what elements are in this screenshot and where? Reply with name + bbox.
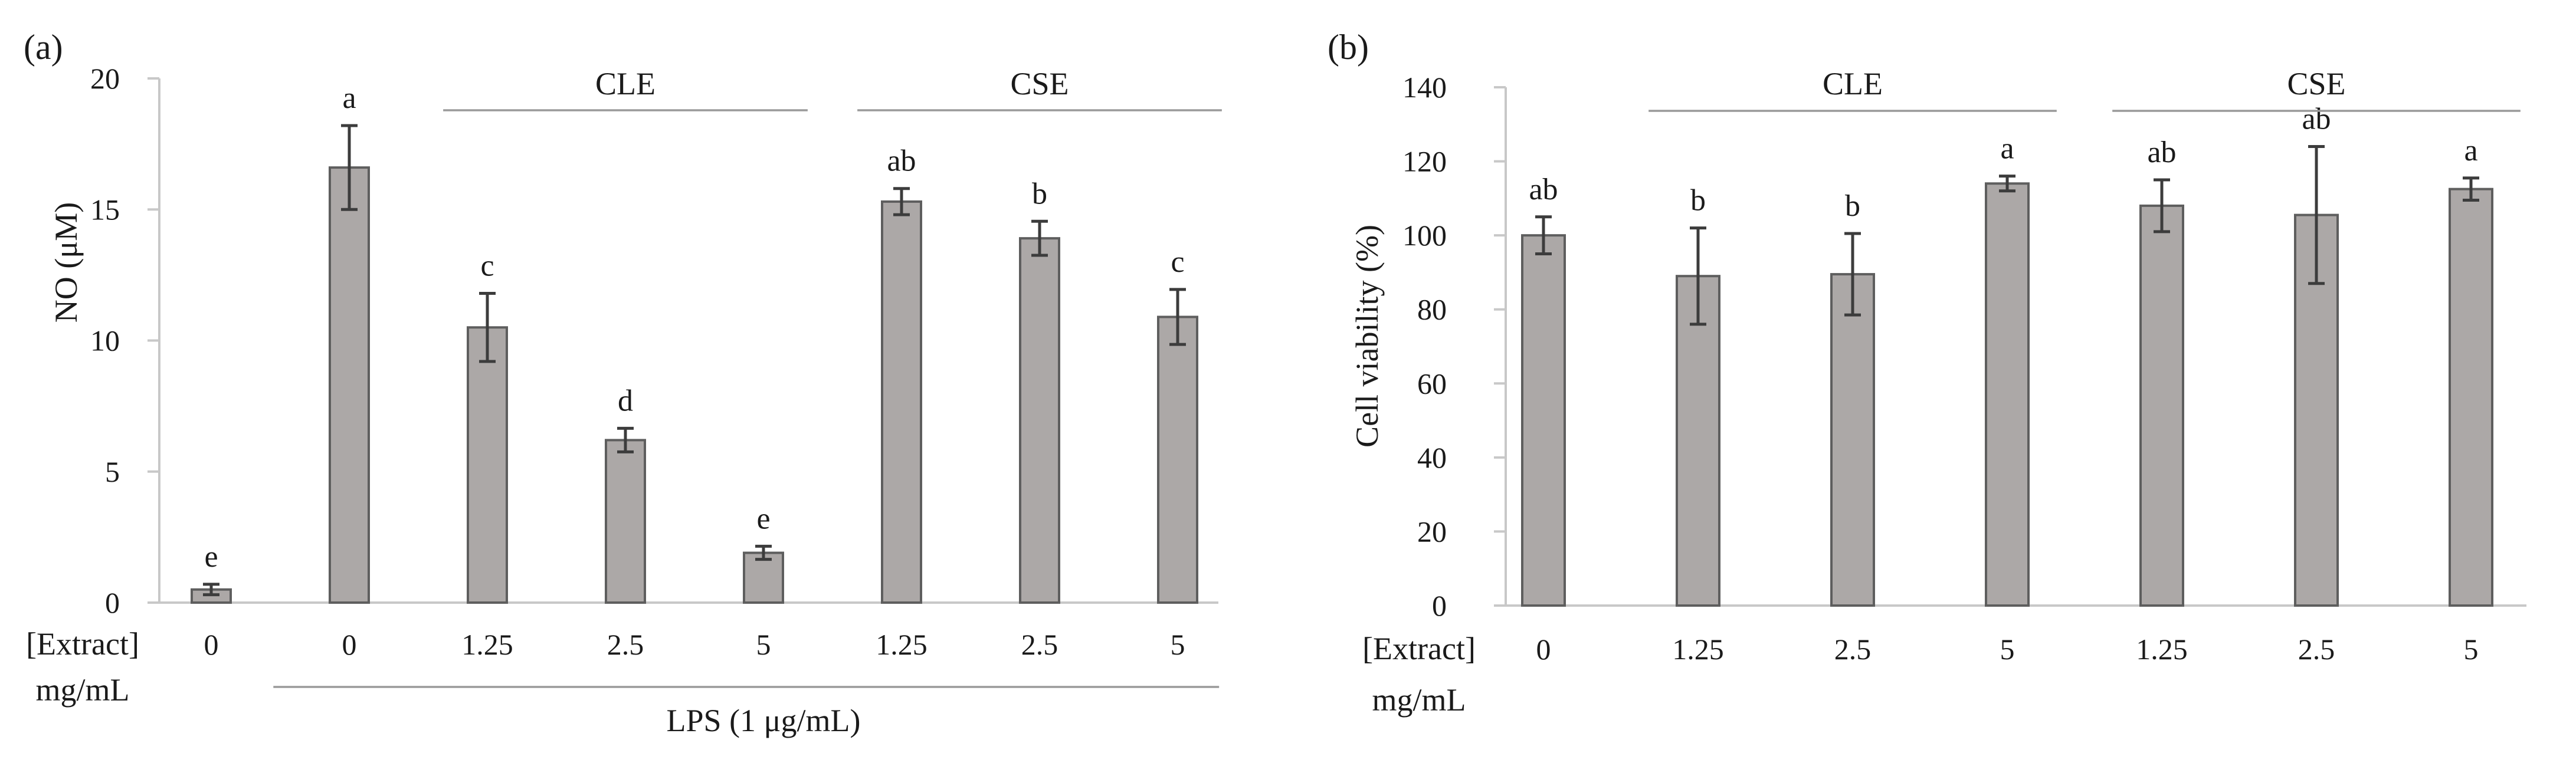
panel-a-bar	[467, 326, 508, 604]
panel-b-y-tick-label: 0	[1432, 589, 1447, 622]
panel-b-label: (b)	[1328, 28, 1369, 67]
panel-b-group-label-cle: CLE	[1823, 66, 1883, 101]
panel-a-group-label-cle: CLE	[595, 66, 656, 101]
panel-b-y-tick-label: 20	[1417, 515, 1447, 548]
panel-a-x-prefix-line1: [Extract]	[26, 626, 139, 662]
panel-b-x-tick-label: 1.25	[2136, 633, 2188, 666]
panel-a-x-tick-label: 2.5	[607, 628, 644, 661]
panel-a-label: (a)	[24, 28, 63, 67]
panel-a-bar	[743, 551, 784, 604]
panel-b-y-axis-label: Cell viability (%)	[1349, 225, 1385, 448]
panel-b-x-tick-label: 5	[2464, 633, 2479, 666]
panel-a-significance-letter: e	[756, 502, 770, 535]
panel-b-significance-letter: ab	[2147, 136, 2176, 169]
panel-a-x-tick-label: 5	[756, 628, 771, 661]
panel-b-significance-letter: a	[2000, 132, 2014, 166]
panel-b-significance-letter: ab	[1529, 173, 1558, 206]
panel-a-significance-letter: e	[204, 540, 218, 574]
panel-a-group-label-lps: LPS (1 μg/mL)	[667, 703, 861, 738]
panel-a-chart: (a) NO (μM) [Extract] mg/mL 0 5 10 15 20 e 0 a 0…	[24, 28, 1222, 738]
panel-a-x-tick-label: 0	[204, 628, 219, 661]
panel-b-significance-letter: a	[2464, 134, 2477, 167]
panel-a-y-tick-label: 0	[105, 586, 120, 619]
panel-a-y-tick-label: 5	[105, 455, 120, 488]
panel-a-x-tick-label: 1.25	[461, 628, 513, 661]
panel-b-bar	[2139, 204, 2184, 607]
panel-b-bar	[1985, 182, 2030, 607]
panel-a-significance-letter: ab	[887, 144, 916, 178]
panel-b-y-tick-label: 80	[1417, 293, 1447, 326]
panel-a-x-tick-label: 0	[342, 628, 357, 661]
panel-a-significance-letter: b	[1032, 177, 1047, 211]
panel-a-bar	[1019, 237, 1060, 604]
panel-b-significance-letter: b	[1690, 184, 1706, 218]
panel-a-significance-letter: c	[1171, 245, 1184, 279]
panel-b-x-tick-label: 1.25	[1672, 633, 1724, 666]
panel-b-bar	[1676, 275, 1720, 607]
panel-b-y-tick-label: 100	[1402, 219, 1447, 252]
panel-b-bar	[2449, 188, 2493, 607]
panel-a-significance-letter: a	[342, 81, 356, 115]
panel-a-y-tick-label: 15	[90, 193, 120, 226]
panel-a-significance-letter: d	[618, 384, 633, 417]
panel-a-x-tick-label: 5	[1171, 628, 1185, 661]
panel-a-x-tick-label: 2.5	[1021, 628, 1058, 661]
panel-a-bar	[329, 166, 370, 604]
panel-a-bar	[605, 439, 646, 604]
panel-b-x-tick-label: 5	[2000, 633, 2015, 666]
panel-b-x-tick-label: 2.5	[2298, 633, 2335, 666]
panel-a-y-tick-label: 10	[90, 324, 120, 357]
panel-b-group-label-cse: CSE	[2287, 66, 2345, 101]
panel-b-x-prefix-line1: [Extract]	[1362, 631, 1476, 666]
panel-b-y-tick-label: 140	[1402, 71, 1447, 104]
panel-a-group-label-cse: CSE	[1010, 66, 1069, 101]
panel-a-bar	[881, 200, 922, 604]
panel-a-x-tick-label: 1.25	[876, 628, 928, 661]
panel-b-x-prefix-line2: mg/mL	[1372, 682, 1466, 718]
panel-b-bar	[1521, 234, 1566, 607]
panel-a-x-prefix-line2: mg/mL	[36, 672, 130, 708]
panel-b-x-tick-label: 2.5	[1834, 633, 1872, 666]
panel-b-bar	[1830, 273, 1875, 607]
panel-a-significance-letter: c	[480, 249, 494, 282]
panel-a-y-tick-label: 20	[90, 62, 120, 95]
panel-a-y-axis-label: NO (μM)	[48, 202, 84, 323]
panel-b-x-tick-label: 0	[1536, 633, 1551, 666]
panel-b-y-tick-label: 40	[1417, 441, 1447, 474]
panel-b-chart: (b) Cell viability (%) [Extract] mg/mL 0…	[1328, 28, 2526, 718]
panel-b-significance-letter: b	[1845, 189, 1860, 223]
panel-a-bar	[1157, 315, 1198, 604]
panel-b-y-tick-label: 120	[1402, 145, 1447, 178]
panel-b-significance-letter: ab	[2302, 102, 2331, 136]
panel-b-y-tick-label: 60	[1417, 367, 1447, 400]
